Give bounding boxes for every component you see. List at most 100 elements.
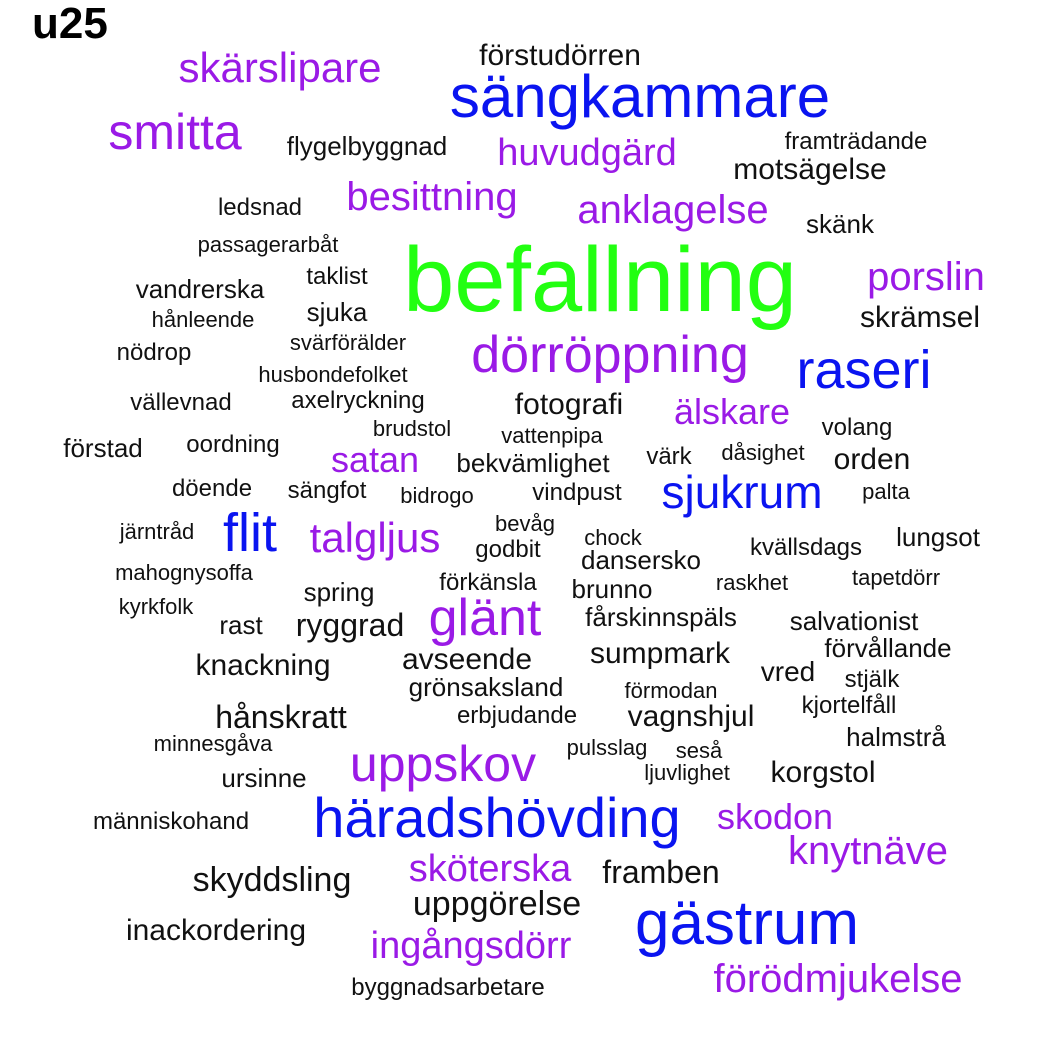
cloud-word: talgljus bbox=[309, 514, 441, 561]
cloud-word: ursinne bbox=[221, 763, 307, 793]
cloud-word: halmstrå bbox=[846, 722, 946, 752]
cloud-word: volang bbox=[821, 414, 893, 441]
cloud-word: axelryckning bbox=[291, 387, 425, 414]
cloud-word: dansersko bbox=[581, 545, 701, 575]
cloud-word: kvällsdags bbox=[749, 534, 863, 561]
cloud-word: taklist bbox=[306, 263, 368, 290]
cloud-word: chock bbox=[584, 525, 642, 550]
cloud-word: sjukrum bbox=[661, 466, 823, 518]
cloud-word: bevåg bbox=[495, 511, 555, 536]
cloud-word: porslin bbox=[867, 255, 985, 299]
cloud-word: förmodan bbox=[624, 678, 718, 703]
cloud-word: rast bbox=[219, 610, 263, 640]
cloud-word: oordning bbox=[186, 431, 280, 458]
cloud-word: värk bbox=[646, 443, 692, 470]
cloud-word: skodon bbox=[716, 796, 834, 837]
cloud-word: spring bbox=[303, 577, 375, 607]
cloud-word: fotografi bbox=[514, 388, 624, 421]
cloud-word: älskare bbox=[673, 391, 791, 432]
cloud-word: bidrogo bbox=[400, 483, 474, 508]
cloud-word: järntråd bbox=[119, 519, 195, 544]
cloud-word: korgstol bbox=[770, 756, 876, 789]
cloud-word: brunno bbox=[571, 574, 653, 604]
cloud-word: ljuvlighet bbox=[644, 760, 730, 785]
cloud-word: pulsslag bbox=[566, 735, 648, 760]
cloud-word: skänk bbox=[806, 209, 874, 239]
cloud-word: motsägelse bbox=[733, 153, 887, 186]
cloud-word: sängfot bbox=[287, 477, 367, 504]
cloud-word: tapetdörr bbox=[851, 565, 941, 590]
cloud-word: döende bbox=[171, 475, 253, 502]
cloud-word: knackning bbox=[195, 649, 331, 682]
cloud-word: skrämsel bbox=[859, 301, 981, 334]
cloud-word: fårskinnspäls bbox=[585, 602, 737, 632]
cloud-word: förstad bbox=[63, 433, 143, 463]
cloud-word: vandrerska bbox=[135, 274, 265, 304]
cloud-word: gästrum bbox=[635, 889, 859, 958]
cloud-word: minnesgåva bbox=[153, 731, 273, 756]
cloud-word: dörröppning bbox=[471, 326, 749, 384]
cloud-word: byggnadsarbetare bbox=[351, 974, 545, 1001]
cloud-word: knytnäve bbox=[787, 829, 949, 873]
cloud-word: människohand bbox=[92, 808, 250, 835]
cloud-word: framben bbox=[602, 854, 720, 890]
cloud-word: avseende bbox=[401, 643, 533, 676]
cloud-word: ryggrad bbox=[295, 607, 405, 643]
cloud-word: skärslipare bbox=[178, 44, 382, 91]
cloud-word: förkänsla bbox=[439, 569, 537, 596]
cloud-word: sköterska bbox=[408, 848, 572, 890]
cloud-word: grönsaksland bbox=[408, 672, 564, 702]
cloud-word: erbjudande bbox=[456, 702, 578, 729]
cloud-word: inackordering bbox=[125, 914, 307, 947]
cloud-word: anklagelse bbox=[577, 188, 769, 232]
cloud-word: stjälk bbox=[844, 666, 900, 693]
cloud-title: u25 bbox=[32, 0, 108, 48]
cloud-word: orden bbox=[833, 443, 911, 476]
cloud-word: huvudgärd bbox=[497, 132, 677, 174]
cloud-word: uppskov bbox=[349, 736, 537, 792]
cloud-word: ledsnad bbox=[217, 194, 303, 221]
cloud-word: salvationist bbox=[789, 606, 919, 636]
cloud-word: brudstol bbox=[372, 416, 452, 441]
cloud-word: husbondefolket bbox=[258, 362, 408, 387]
cloud-word: bekvämlighet bbox=[456, 448, 610, 478]
cloud-word: glänt bbox=[428, 589, 542, 647]
cloud-word: framträdande bbox=[784, 128, 928, 155]
cloud-word: dåsighet bbox=[721, 440, 805, 465]
cloud-word: uppgörelse bbox=[412, 885, 582, 923]
cloud-word: raseri bbox=[796, 340, 932, 400]
cloud-word: förstudörren bbox=[479, 39, 641, 72]
cloud-word: godbit bbox=[475, 536, 541, 563]
cloud-word: förödmjukelse bbox=[713, 957, 963, 1001]
cloud-word: skyddsling bbox=[192, 861, 352, 899]
cloud-word: sjuka bbox=[306, 297, 368, 327]
cloud-word: smitta bbox=[108, 104, 242, 160]
cloud-word: nödrop bbox=[116, 339, 192, 366]
cloud-word: hånleende bbox=[151, 307, 255, 332]
cloud-word: befallning bbox=[403, 229, 797, 331]
cloud-word: vindpust bbox=[532, 479, 622, 506]
cloud-word: satan bbox=[330, 439, 420, 480]
cloud-word: förvållande bbox=[824, 633, 952, 663]
cloud-word: ingångsdörr bbox=[370, 925, 572, 967]
cloud-word: passagerarbåt bbox=[197, 232, 339, 257]
cloud-word: vred bbox=[760, 656, 816, 687]
cloud-word: kyrkfolk bbox=[118, 594, 194, 619]
cloud-word: vällevnad bbox=[130, 389, 232, 416]
cloud-word: besittning bbox=[346, 175, 518, 219]
cloud-word: sumpmark bbox=[589, 637, 731, 670]
cloud-word: palta bbox=[862, 479, 910, 504]
cloud-word: mahognysoffa bbox=[115, 560, 253, 585]
cloud-word: vattenpipa bbox=[501, 423, 603, 448]
cloud-word: häradshövding bbox=[313, 786, 681, 849]
cloud-word: raskhet bbox=[715, 570, 789, 595]
cloud-word: flygelbyggnad bbox=[286, 131, 448, 161]
cloud-word: flit bbox=[223, 503, 277, 563]
cloud-word: seså bbox=[675, 738, 723, 763]
cloud-word: lungsot bbox=[896, 522, 980, 552]
cloud-word: vagnshjul bbox=[627, 700, 755, 733]
cloud-word: kjortelfåll bbox=[801, 692, 897, 719]
cloud-word: sängkammare bbox=[449, 63, 831, 130]
cloud-word: hånskratt bbox=[215, 699, 347, 735]
